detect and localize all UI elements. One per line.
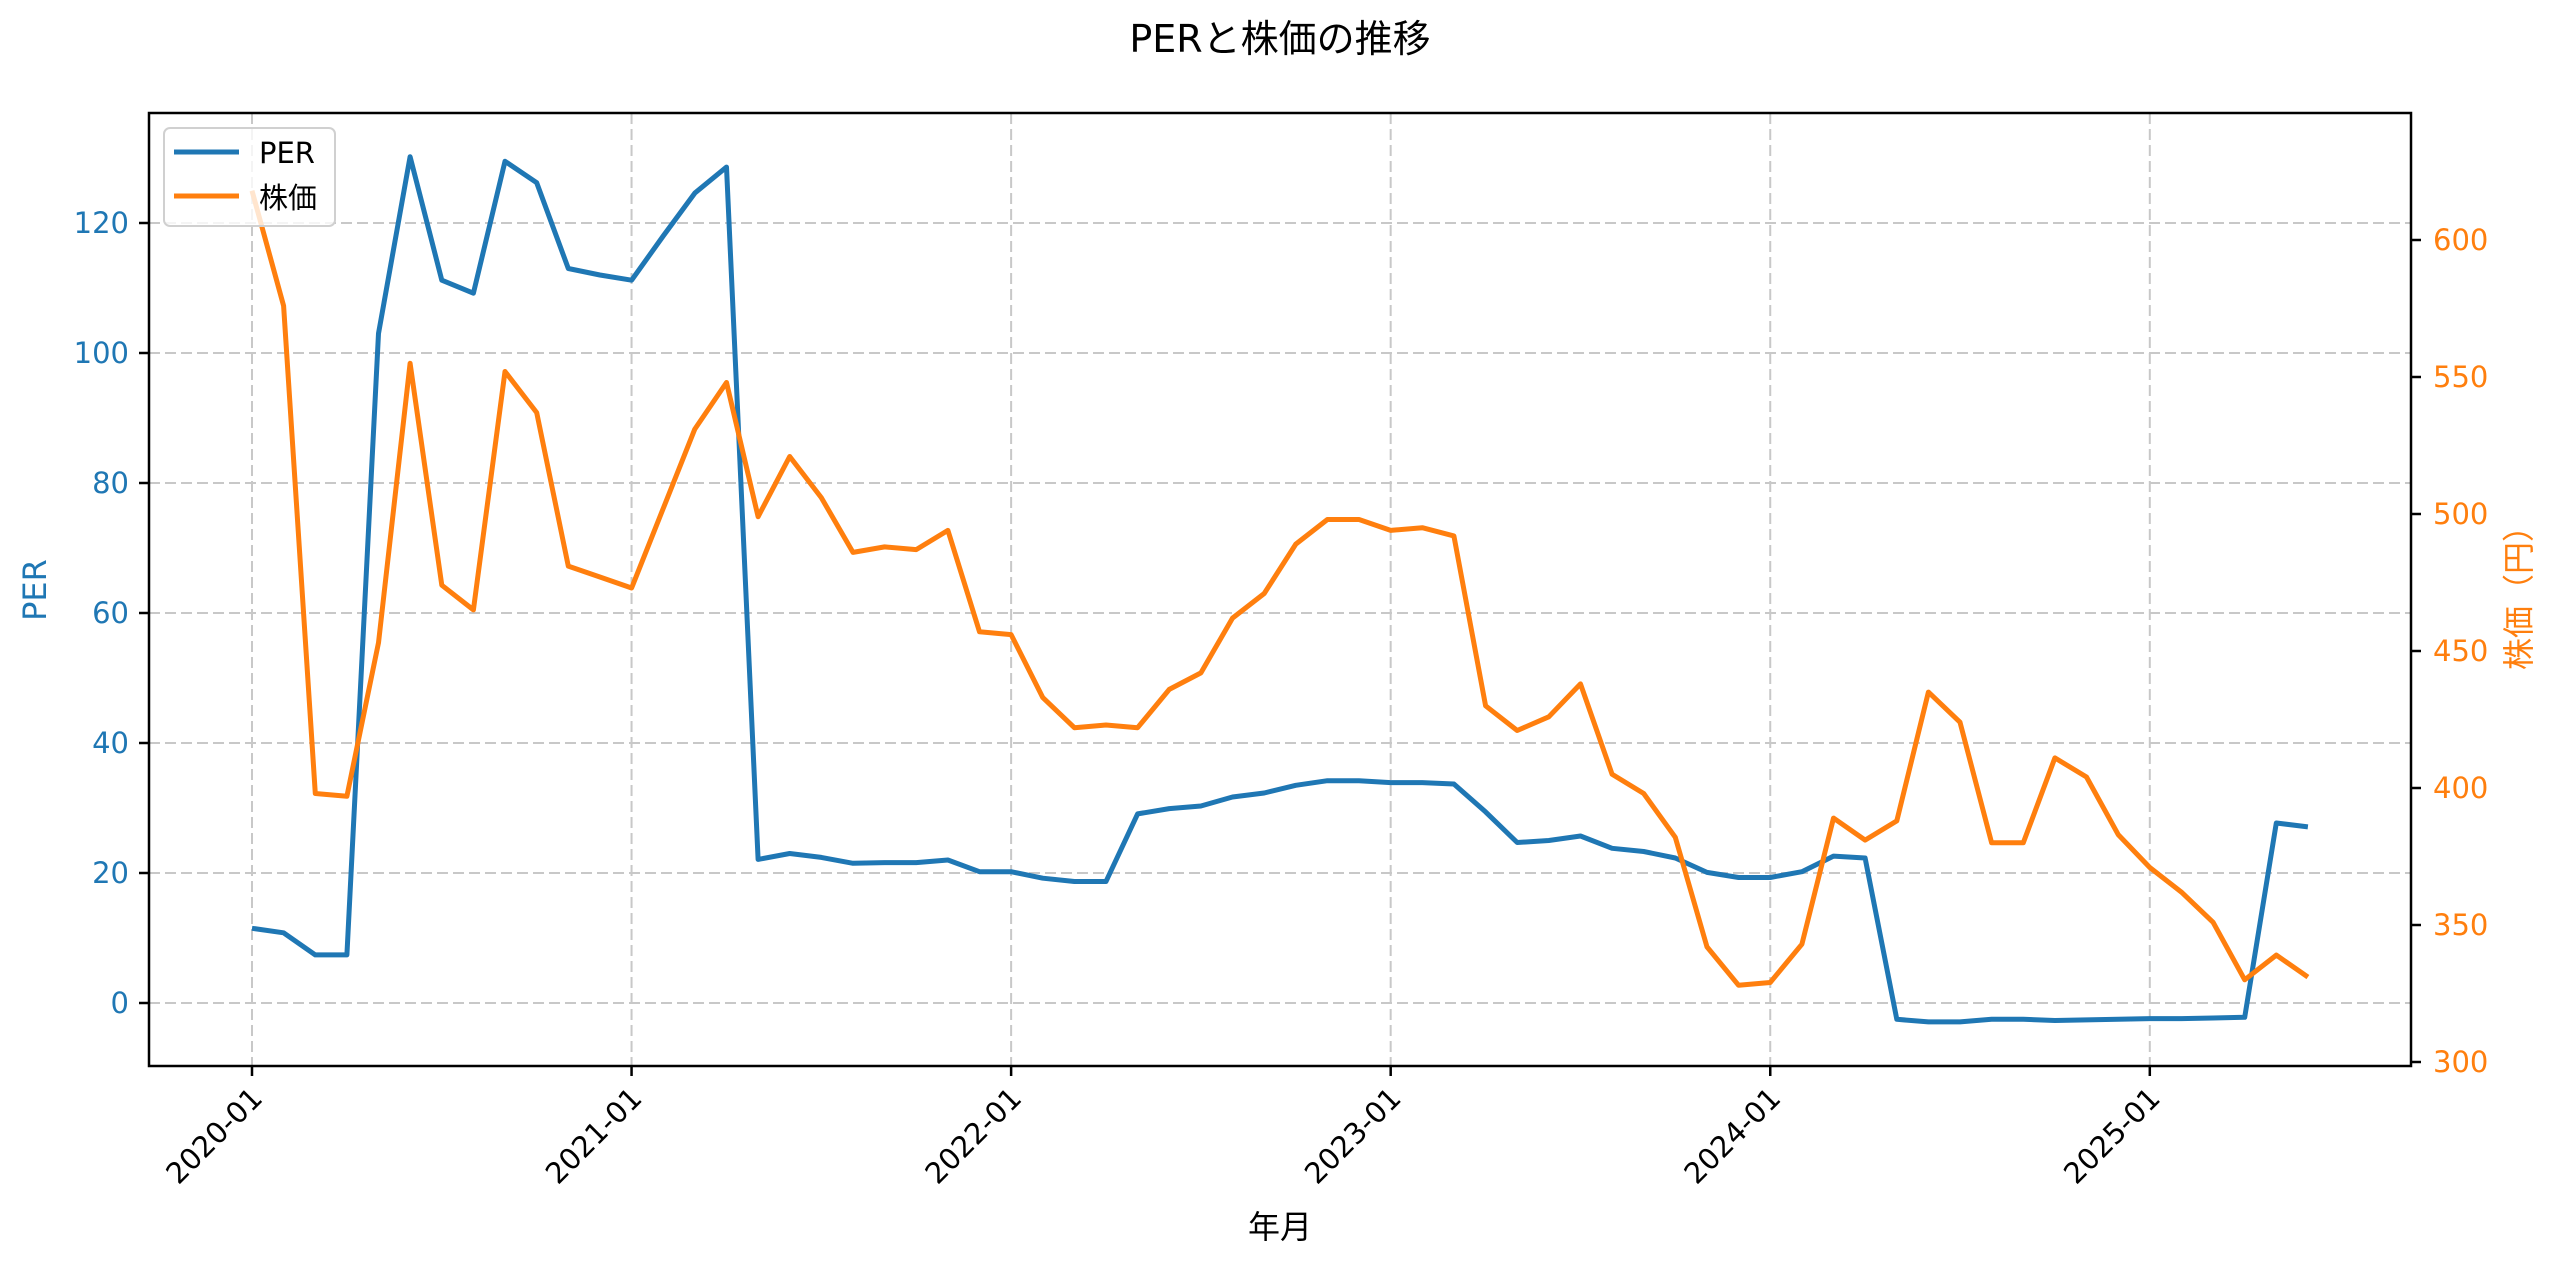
x-tick-label: 2024-01: [1677, 1081, 1787, 1191]
right-y-tick-label: 600: [2433, 223, 2488, 257]
plot-frame: [147, 111, 2413, 1068]
gridlines: [149, 113, 2411, 1066]
right-y-tick-label: 550: [2433, 360, 2488, 394]
x-tick-label: 2025-01: [2057, 1081, 2167, 1191]
left-y-tick-label: 60: [92, 596, 129, 630]
right-y-tick-label: 350: [2433, 908, 2488, 942]
price-line: [249, 190, 2310, 988]
x-tick-label: 2023-01: [1298, 1081, 1408, 1191]
left-axis-label: PER: [16, 559, 54, 621]
right-axis-ticks: 300 350 400 450 500 550 600: [2411, 223, 2488, 1079]
right-y-tick-label: 500: [2433, 497, 2488, 531]
per-line: [251, 154, 2309, 1025]
legend-price-label: 株価: [259, 181, 317, 215]
chart-title: PERと株価の推移: [1129, 17, 1430, 61]
left-y-tick-label: 80: [92, 466, 129, 500]
x-tick-label: 2020-01: [159, 1081, 269, 1191]
right-y-tick-label: 400: [2433, 771, 2488, 805]
x-tick-label: 2021-01: [539, 1081, 649, 1191]
legend: PER 株価: [163, 127, 336, 227]
x-axis-label: 年月: [1248, 1208, 1312, 1246]
left-y-tick-label: 40: [92, 726, 129, 760]
right-y-tick-label: 450: [2433, 634, 2488, 668]
x-tick-label: 2022-01: [918, 1081, 1028, 1191]
left-axis-ticks: 0 20 40 60 80 100 120: [74, 206, 149, 1020]
right-y-tick-label: 300: [2433, 1045, 2488, 1079]
x-axis-ticks: 2020-01 2021-01 2022-01 2023-01 2024-01 2025-…: [159, 1066, 2167, 1191]
right-axis-label: 株価（円）: [2500, 510, 2538, 670]
legend-per-label: PER: [259, 136, 315, 170]
left-y-tick-label: 20: [92, 856, 129, 890]
plot-lines: [249, 154, 2310, 1025]
left-y-tick-label: 100: [74, 336, 129, 370]
left-y-tick-label: 0: [111, 986, 129, 1020]
left-y-tick-label: 120: [74, 206, 129, 240]
